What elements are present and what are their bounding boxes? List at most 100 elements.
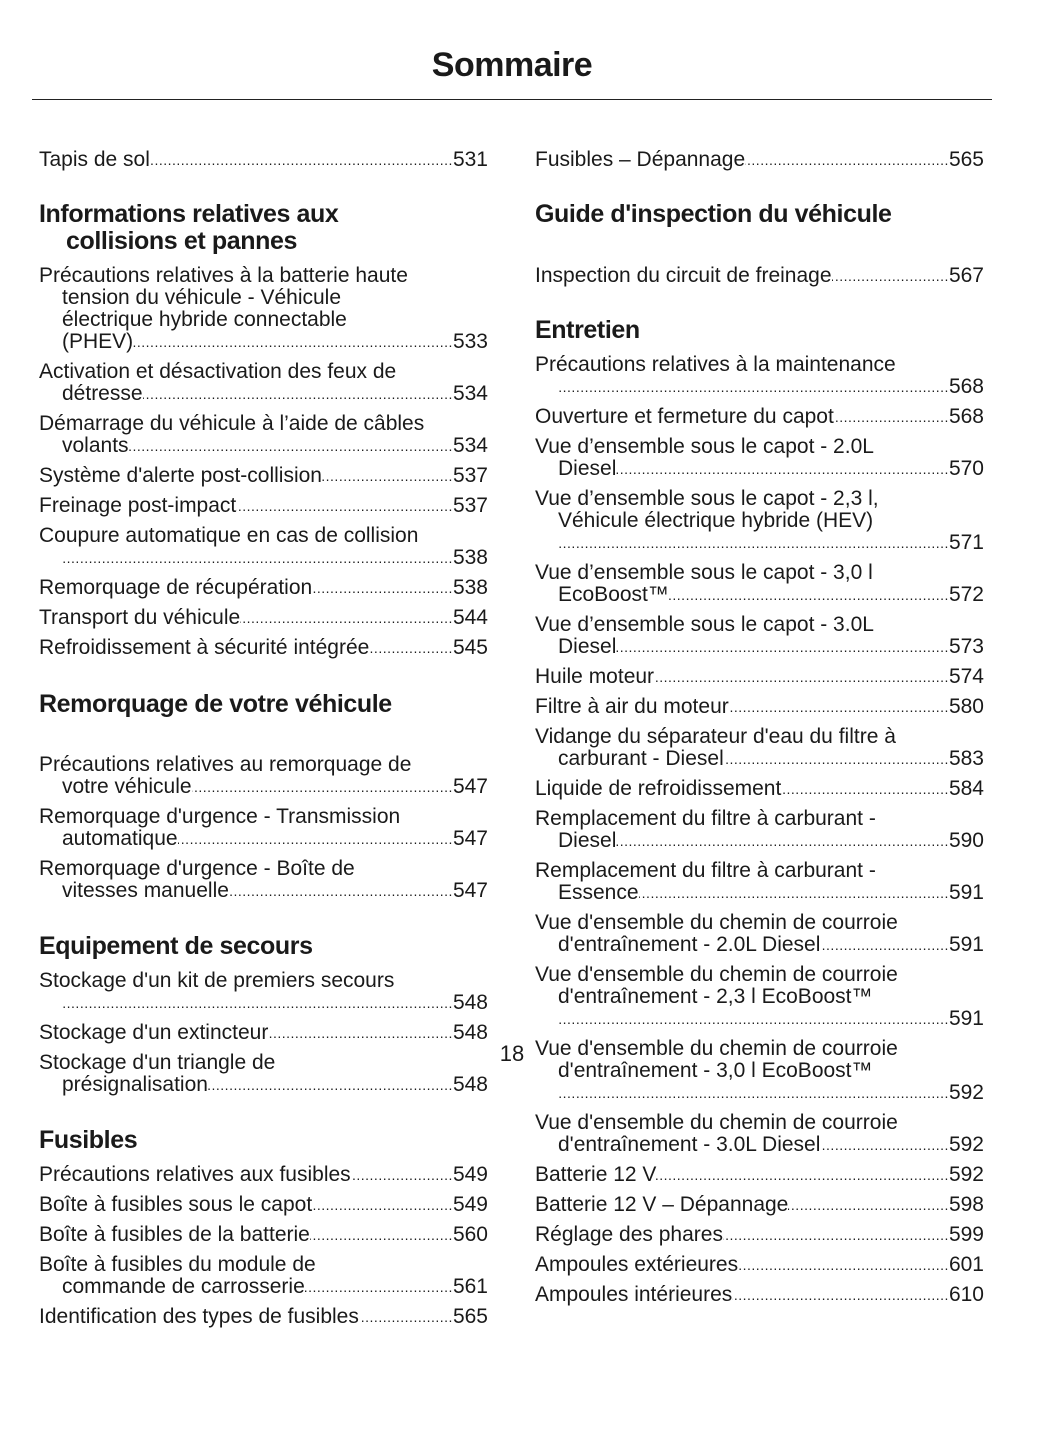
toc-entry[interactable]: Système d'alerte post-collision.........… xyxy=(39,465,488,487)
toc-entry[interactable]: Fusibles – Dépannage....................… xyxy=(535,149,984,171)
entry-page-number[interactable]: 592 xyxy=(948,1081,984,1104)
toc-entry[interactable]: Réglage des phares......................… xyxy=(535,1224,984,1246)
entry-page-number[interactable]: 592 xyxy=(948,1163,984,1186)
entry-page-number[interactable]: 560 xyxy=(452,1223,488,1246)
entry-page-number[interactable]: 544 xyxy=(452,606,488,629)
toc-entry[interactable]: Vue d'ensemble du chemin de courroie d'en… xyxy=(535,1112,984,1156)
toc-entry[interactable]: Vue d'ensemble du chemin de courroie d'en… xyxy=(535,964,984,1030)
entry-page-number[interactable]: 591 xyxy=(948,881,984,904)
entry-page-number[interactable]: 601 xyxy=(948,1253,984,1276)
toc-entry[interactable]: Batterie 12 V – Dépannage...............… xyxy=(535,1194,984,1216)
toc-entry[interactable]: Remplacement du filtre à carburant - Esse… xyxy=(535,860,984,904)
entry-page-number[interactable]: 545 xyxy=(452,636,488,659)
toc-entry[interactable]: Vue d'ensemble du chemin de courroie d'en… xyxy=(535,1038,984,1104)
entry-page-number[interactable]: 568 xyxy=(948,375,984,398)
entry-page-number[interactable]: 573 xyxy=(948,635,984,658)
entry-page-number[interactable]: 549 xyxy=(452,1193,488,1216)
toc-entry[interactable]: Vue d’ensemble sous le capot - 2,3 l, Véh… xyxy=(535,488,984,554)
entry-page-number[interactable]: 610 xyxy=(948,1283,984,1306)
entry-page-number[interactable]: 534 xyxy=(452,382,488,405)
entry-page-number[interactable]: 548 xyxy=(452,991,488,1014)
entry-page-number[interactable]: 574 xyxy=(948,665,984,688)
toc-entry[interactable]: Boîte à fusibles de la batterie.........… xyxy=(39,1224,488,1246)
entry-last-line: Ampoules intérieures....................… xyxy=(535,1284,984,1306)
toc-entry[interactable]: Ouverture et fermeture du capot.........… xyxy=(535,406,984,428)
entry-page-number[interactable]: 571 xyxy=(948,531,984,554)
toc-entry[interactable]: Ampoules intérieures....................… xyxy=(535,1284,984,1306)
entry-page-number[interactable]: 592 xyxy=(948,1133,984,1156)
entry-page-number[interactable]: 538 xyxy=(452,546,488,569)
entry-page-number[interactable]: 548 xyxy=(452,1073,488,1096)
entry-page-number[interactable]: 537 xyxy=(452,494,488,517)
toc-entry[interactable]: Remorquage d'urgence - Boîte de vitesses … xyxy=(39,858,488,902)
entry-page-number[interactable]: 565 xyxy=(948,148,984,171)
toc-entry[interactable]: Remorquage de récupération..............… xyxy=(39,577,488,599)
toc-entry[interactable]: Vue d'ensemble du chemin de courroie d'en… xyxy=(535,912,984,956)
entry-page-number[interactable]: 534 xyxy=(452,434,488,457)
toc-entry[interactable]: Ampoules extérieures....................… xyxy=(535,1254,984,1276)
toc-entry[interactable]: Activation et désactivation des feux de d… xyxy=(39,361,488,405)
entry-page-number[interactable]: 591 xyxy=(948,933,984,956)
entry-page-number[interactable]: 584 xyxy=(948,777,984,800)
toc-entry[interactable]: Identification des types de fusibles....… xyxy=(39,1306,488,1328)
toc-entry[interactable]: Démarrage du véhicule à l’aide de câbles… xyxy=(39,413,488,457)
entry-page-number[interactable]: 567 xyxy=(948,264,984,287)
entry-text-line: détresse xyxy=(62,382,143,405)
toc-entry[interactable]: Vue d’ensemble sous le capot - 2.0L Diese… xyxy=(535,436,984,480)
entry-page-number[interactable]: 572 xyxy=(948,583,984,606)
entry-last-line: Boîte à fusibles de la batterie.........… xyxy=(39,1224,488,1246)
entry-page-number[interactable]: 580 xyxy=(948,695,984,718)
entry-page-number[interactable]: 561 xyxy=(452,1275,488,1298)
entry-page-number[interactable]: 565 xyxy=(452,1305,488,1328)
toc-entry[interactable]: Liquide de refroidissement..............… xyxy=(535,778,984,800)
dot-leader: ........................................… xyxy=(723,1227,949,1243)
entry-page-number[interactable]: 599 xyxy=(948,1223,984,1246)
toc-entry[interactable]: Tapis de sol............................… xyxy=(39,149,488,171)
entry-last-line: d'entraînement - 3.0L Diesel............… xyxy=(535,1134,984,1156)
toc-entry[interactable]: Vue d’ensemble sous le capot - 3,0 l EcoB… xyxy=(535,562,984,606)
toc-entry[interactable]: Boîte à fusibles du module de commande de… xyxy=(39,1254,488,1298)
toc-entry[interactable]: Vue d’ensemble sous le capot - 3.0L Diese… xyxy=(535,614,984,658)
entry-page-number[interactable]: 531 xyxy=(452,148,488,171)
toc-entry[interactable]: Remorquage d'urgence - Transmission autom… xyxy=(39,806,488,850)
entry-page-number[interactable]: 537 xyxy=(452,464,488,487)
entry-page-number[interactable]: 547 xyxy=(452,879,488,902)
toc-entry[interactable]: Précautions relatives aux fusibles......… xyxy=(39,1164,488,1186)
entry-page-number[interactable]: 583 xyxy=(948,747,984,770)
toc-entry[interactable]: Transport du véhicule...................… xyxy=(39,607,488,629)
toc-entry[interactable]: Boîte à fusibles sous le capot..........… xyxy=(39,1194,488,1216)
entry-page-number[interactable]: 547 xyxy=(452,827,488,850)
toc-entry[interactable]: Remplacement du filtre à carburant - Dies… xyxy=(535,808,984,852)
section-heading-text: Remorquage de votre véhicule xyxy=(39,691,488,718)
dot-leader: ........................................… xyxy=(62,995,453,1011)
toc-entry[interactable]: Stockage d'un kit de premiers secours...… xyxy=(39,970,488,1014)
dot-leader: ........................................… xyxy=(820,937,949,953)
dot-leader: ........................................… xyxy=(312,580,453,596)
entry-page-number[interactable]: 547 xyxy=(452,775,488,798)
toc-entry[interactable]: Stockage d'un triangle de présignalisatio… xyxy=(39,1052,488,1096)
entry-page-number[interactable]: 590 xyxy=(948,829,984,852)
entry-page-number[interactable]: 549 xyxy=(452,1163,488,1186)
entry-page-number[interactable]: 570 xyxy=(948,457,984,480)
toc-entry[interactable]: Coupure automatique en cas de collision.… xyxy=(39,525,488,569)
entry-page-number[interactable]: 538 xyxy=(452,576,488,599)
entry-page-number[interactable]: 548 xyxy=(452,1021,488,1044)
entry-page-number[interactable]: 533 xyxy=(452,330,488,353)
toc-entry[interactable]: Stockage d'un extincteur................… xyxy=(39,1022,488,1044)
toc-entry[interactable]: Filtre à air du moteur..................… xyxy=(535,696,984,718)
entry-page-number[interactable]: 591 xyxy=(948,1007,984,1030)
entry-page-number[interactable]: 568 xyxy=(948,405,984,428)
entry-text-line: Batterie 12 V – Dépannage xyxy=(535,1193,789,1216)
entry-page-number[interactable]: 598 xyxy=(948,1193,984,1216)
toc-entry[interactable]: Précautions relatives à la maintenance..… xyxy=(535,354,984,398)
toc-entry[interactable]: Huile moteur............................… xyxy=(535,666,984,688)
toc-entry[interactable]: Freinage post-impact....................… xyxy=(39,495,488,517)
entry-last-line: ........................................… xyxy=(535,376,984,398)
toc-entry[interactable]: Inspection du circuit de freinage.......… xyxy=(535,265,984,287)
toc-entry[interactable]: Précautions relatives au remorquage de vo… xyxy=(39,754,488,798)
toc-entry[interactable]: Batterie 12 V...........................… xyxy=(535,1164,984,1186)
toc-entry[interactable]: Précautions relatives à la batterie haut… xyxy=(39,265,488,353)
heading-line: Entretien xyxy=(535,316,640,344)
toc-entry[interactable]: Refroidissement à sécurité intégrée.....… xyxy=(39,637,488,659)
